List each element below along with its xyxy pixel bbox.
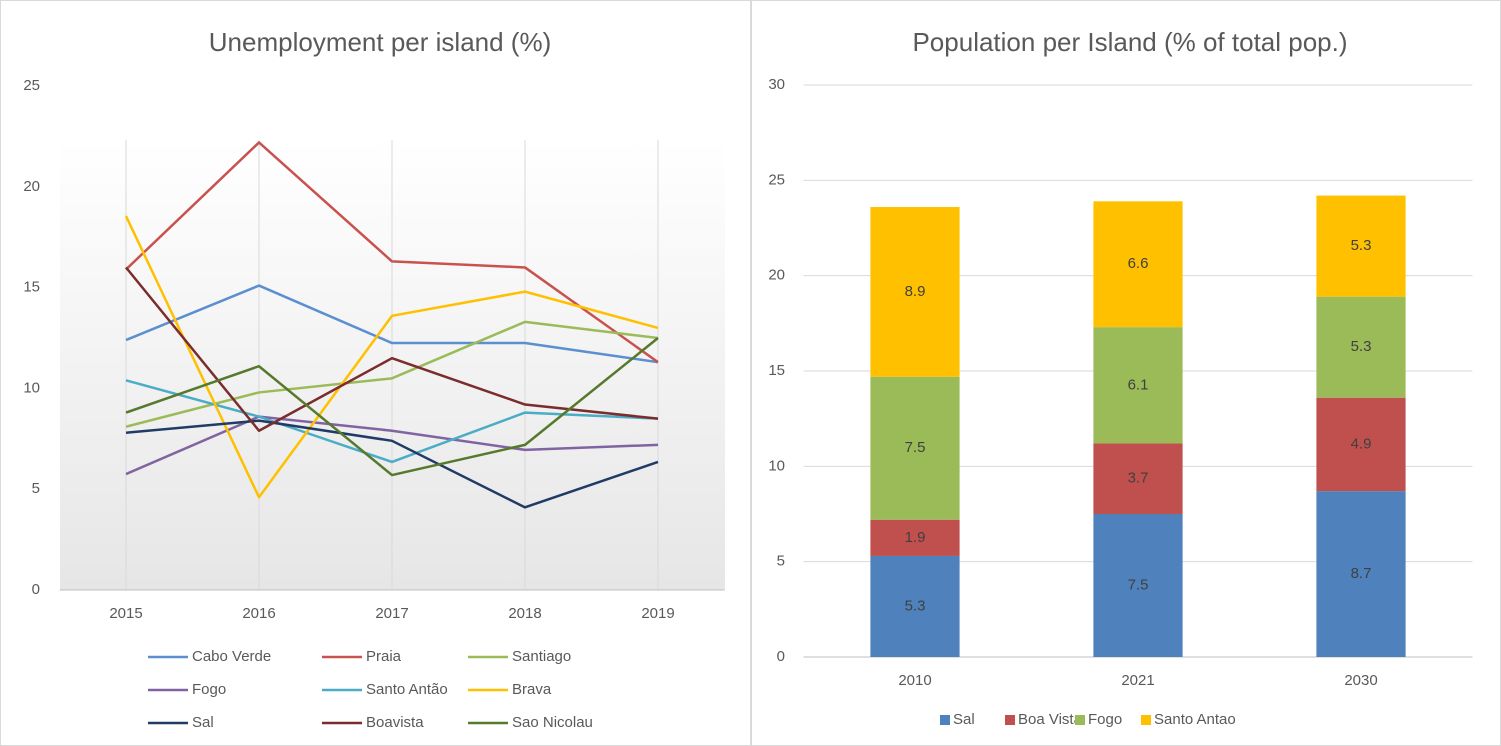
- bar-segment: [870, 376, 960, 520]
- bar-segment: [870, 555, 960, 657]
- y-tick-label: 5: [777, 553, 785, 570]
- y-tick-label: 15: [23, 279, 40, 296]
- y-tick-label: 5: [32, 480, 40, 497]
- y-tick-label: 0: [777, 648, 785, 665]
- legend-label: Boavista: [366, 714, 424, 731]
- x-tick-label: 2021: [1121, 672, 1154, 689]
- data-label: 5.3: [1351, 338, 1372, 355]
- data-label: 7.5: [1128, 576, 1149, 593]
- chart-title: Population per Island (% of total pop.): [912, 27, 1347, 57]
- bar-segment: [1316, 397, 1406, 492]
- y-tick-label: 25: [768, 171, 785, 188]
- legend-swatch: [940, 715, 950, 725]
- y-tick-label: 25: [23, 77, 40, 94]
- bar-segment: [1316, 296, 1406, 398]
- legend-label: Brava: [512, 681, 552, 698]
- legend-label: Santo Antao: [1154, 711, 1236, 728]
- series-line: [125, 415, 659, 476]
- series-line: [125, 337, 659, 477]
- legend-label: Fogo: [1088, 711, 1122, 728]
- bar-segment: [1093, 514, 1183, 657]
- y-tick-label: 10: [23, 379, 40, 396]
- chart-title: Unemployment per island (%): [209, 27, 551, 57]
- series-line: [125, 284, 659, 364]
- x-tick-label: 2015: [109, 605, 142, 622]
- bar-segment: [1093, 201, 1183, 328]
- bar-segment: [870, 519, 960, 556]
- data-label: 6.6: [1128, 255, 1149, 272]
- data-label: 3.7: [1128, 470, 1149, 487]
- legend-label: Santo Antão: [366, 681, 448, 698]
- legend-swatch: [1005, 715, 1015, 725]
- x-tick-label: 2030: [1344, 672, 1377, 689]
- legend-swatch: [1075, 715, 1085, 725]
- series-line: [125, 419, 659, 509]
- legend-label: Boa Vista: [1018, 711, 1083, 728]
- data-label: 5.3: [905, 597, 926, 614]
- series-line: [125, 141, 659, 364]
- series-line: [124, 215, 659, 499]
- bar-segment: [1316, 491, 1406, 657]
- y-tick-label: 0: [32, 581, 40, 598]
- data-label: 4.9: [1351, 435, 1372, 452]
- y-tick-label: 10: [768, 457, 785, 474]
- x-tick-label: 2016: [242, 605, 275, 622]
- data-label: 1.9: [905, 529, 926, 546]
- bar-segment: [1316, 195, 1406, 297]
- bar-segment: [870, 207, 960, 377]
- legend-label: Cabo Verde: [192, 648, 271, 665]
- y-tick-label: 30: [768, 76, 785, 93]
- x-tick-label: 2019: [641, 605, 674, 622]
- y-tick-label: 15: [768, 362, 785, 379]
- bar-segment: [1093, 327, 1183, 444]
- data-label: 8.7: [1351, 565, 1372, 582]
- bar-segment: [1093, 443, 1183, 514]
- x-tick-label: 2018: [508, 605, 541, 622]
- legend-label: Sal: [953, 711, 975, 728]
- data-label: 7.5: [905, 439, 926, 456]
- data-label: 5.3: [1351, 237, 1372, 254]
- x-tick-label: 2017: [375, 605, 408, 622]
- legend-label: Sao Nicolau: [512, 714, 593, 731]
- data-label: 8.9: [905, 283, 926, 300]
- legend-swatch: [1141, 715, 1151, 725]
- y-tick-label: 20: [768, 267, 785, 284]
- data-label: 6.1: [1128, 376, 1149, 393]
- legend-label: Santiago: [512, 648, 571, 665]
- legend-label: Fogo: [192, 681, 226, 698]
- y-tick-label: 20: [23, 178, 40, 195]
- x-tick-label: 2010: [898, 672, 931, 689]
- legend-label: Sal: [192, 714, 214, 731]
- legend-label: Praia: [366, 648, 402, 665]
